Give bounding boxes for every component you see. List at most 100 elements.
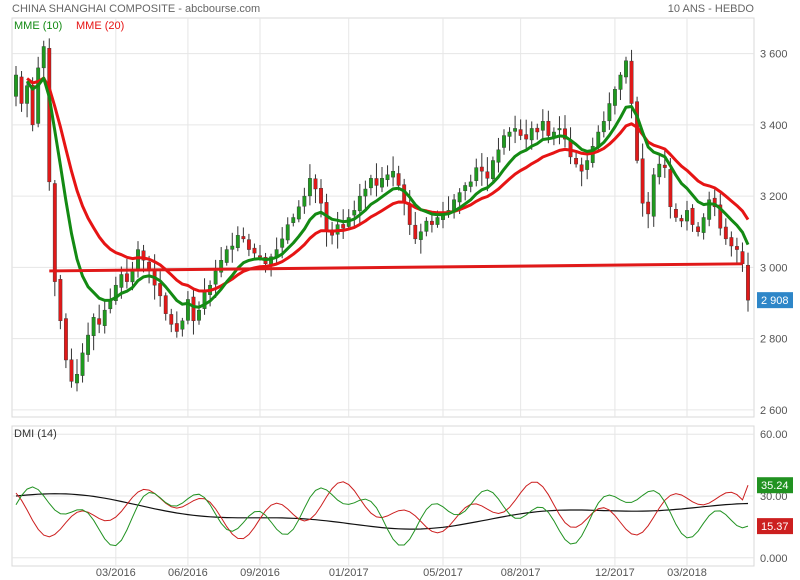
candle-up — [36, 67, 41, 124]
candle-down — [563, 128, 567, 140]
price-panel-border — [11, 17, 755, 418]
chart-title: CHINA SHANGHAI COMPOSITE — [12, 3, 176, 15]
candle-up — [585, 160, 590, 170]
candle-up — [457, 192, 462, 203]
candle-down — [374, 178, 379, 186]
dmi-y-tick-label: 60.00 — [760, 429, 788, 441]
legend-dmi: DMI (14) — [14, 428, 57, 440]
price-y-tick-label: 2 600 — [760, 405, 788, 417]
candle-up — [113, 284, 118, 302]
candle-up — [352, 210, 357, 216]
candle-down — [30, 85, 35, 126]
candle-down — [646, 201, 651, 215]
candle-up — [296, 206, 301, 220]
last-price-label: 2 908 — [761, 295, 789, 307]
candle-up — [380, 178, 384, 188]
candle-up — [14, 74, 18, 97]
candle-down — [679, 218, 684, 222]
candle-down — [124, 273, 129, 282]
candle-down — [413, 224, 418, 240]
x-tick-label: 12/2017 — [595, 567, 635, 579]
candle-down — [174, 323, 179, 332]
candle-up — [424, 220, 429, 232]
chart-header: CHINA SHANGHAI COMPOSITE - abcbourse.com — [12, 3, 260, 15]
source-link[interactable]: abcbourse.com — [184, 3, 261, 15]
candle-down — [579, 164, 584, 172]
candle-down — [169, 314, 174, 325]
candle-down — [319, 187, 323, 204]
candle-up — [75, 374, 79, 384]
candle-down — [662, 164, 667, 168]
candle-down — [518, 129, 523, 136]
candle-up — [41, 46, 46, 69]
candle-down — [429, 220, 434, 225]
candle-up — [418, 231, 423, 240]
candle-up — [685, 210, 689, 222]
candle-up — [91, 317, 96, 337]
candle-down — [673, 209, 678, 218]
candle-up — [490, 160, 495, 179]
candle-down — [574, 157, 579, 165]
candle-down — [313, 178, 318, 190]
candle-down — [58, 279, 63, 322]
candle-down — [158, 283, 163, 297]
candle-up — [707, 199, 712, 220]
candle-up — [624, 60, 628, 78]
candle-down — [241, 236, 246, 240]
mme20-line — [26, 76, 750, 293]
price-y-tick-label: 2 800 — [760, 334, 788, 346]
candle-down — [629, 60, 634, 104]
legend-mme20: MME (20) — [76, 20, 125, 32]
legend-mme10: MME (10) — [14, 20, 63, 32]
candle-up — [540, 121, 545, 131]
candle-up — [502, 135, 506, 148]
candle-up — [435, 217, 440, 225]
candle-up — [80, 352, 85, 376]
candle-down — [718, 204, 723, 229]
candle-down — [407, 204, 412, 225]
di-plus-value: 15.37 — [761, 521, 789, 533]
candle-down — [163, 295, 168, 314]
candle-down — [696, 226, 701, 232]
candle-down — [723, 226, 728, 240]
candle-up — [657, 163, 662, 178]
candle-down — [396, 173, 401, 186]
price-y-tick-label: 3 200 — [760, 191, 788, 203]
candle-up — [607, 103, 612, 122]
candle-down — [479, 166, 484, 172]
candle-down — [734, 246, 739, 250]
candle-up — [468, 181, 473, 187]
x-tick-label: 05/2017 — [423, 567, 463, 579]
candle-down — [546, 120, 551, 136]
di-minus-value: 35.24 — [761, 480, 789, 492]
candle-up — [357, 195, 362, 212]
period-label[interactable]: 10 ANS - HEBDO — [667, 3, 754, 15]
candle-up — [368, 178, 373, 189]
candle-down — [252, 247, 257, 254]
candle-up — [496, 149, 501, 163]
candle-up — [385, 174, 390, 181]
candle-down — [690, 207, 695, 225]
candle-up — [363, 188, 368, 197]
candle-up — [463, 185, 468, 192]
candle-up — [557, 128, 562, 131]
price-y-tick-label: 3 600 — [760, 49, 788, 61]
price-y-tick-label: 3 000 — [760, 262, 788, 274]
candle-down — [47, 48, 52, 183]
candle-up — [219, 260, 224, 273]
candle-up — [280, 238, 285, 248]
candle-down — [141, 250, 146, 261]
x-tick-label: 01/2017 — [329, 567, 369, 579]
candle-down — [19, 76, 24, 104]
candle-down — [69, 359, 74, 382]
candle-up — [213, 270, 218, 285]
candle-up — [119, 274, 124, 288]
candle-up — [474, 167, 479, 181]
dmi-y-tick-label: 0.000 — [760, 553, 788, 565]
candle-down — [535, 127, 540, 133]
candle-up — [612, 89, 617, 106]
candle-down — [729, 237, 734, 247]
di-minus-line — [15, 481, 749, 540]
